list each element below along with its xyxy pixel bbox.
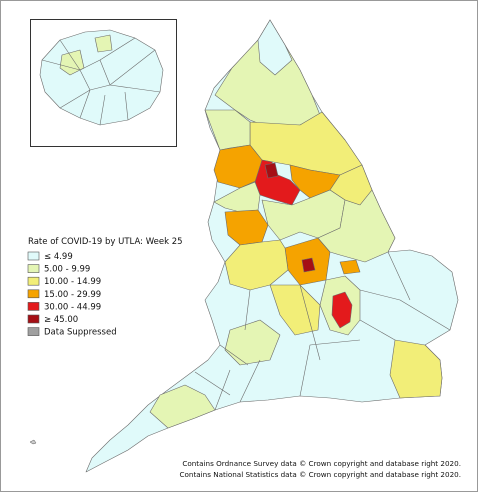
region <box>213 144 263 189</box>
legend-label: 5.00 - 9.99 <box>44 265 90 275</box>
legend-swatch <box>27 314 40 324</box>
credit-line: Contains Ordnance Survey data © Crown co… <box>182 459 461 468</box>
region <box>213 181 261 213</box>
region <box>339 259 361 275</box>
region <box>331 291 353 329</box>
region <box>59 49 85 76</box>
region <box>224 239 289 291</box>
legend-swatch <box>27 302 40 311</box>
credits: Contains Ordnance Survey data © Crown co… <box>179 459 461 479</box>
legend-swatch <box>27 276 40 286</box>
legend-swatch <box>27 327 40 336</box>
legend-label: ≤ 4.99 <box>44 252 73 262</box>
region <box>317 189 396 263</box>
legend-label: 10.00 - 14.99 <box>44 277 101 287</box>
legend-swatch <box>27 264 40 273</box>
legend-label: 15.00 - 29.99 <box>44 290 101 300</box>
boundaries <box>194 251 451 411</box>
region <box>149 384 216 429</box>
region <box>264 162 279 179</box>
credit-line: Contains National Statistics data © Crow… <box>179 470 461 479</box>
region <box>94 34 113 53</box>
legend-label: Data Suppressed <box>44 328 117 338</box>
region <box>257 19 293 76</box>
legend-title: Rate of COVID-19 by UTLA: Week 25 <box>28 237 183 247</box>
region <box>301 257 316 273</box>
region <box>224 319 281 366</box>
legend: Rate of COVID-19 by UTLA: Week 25 ≤ 4.99… <box>27 237 183 338</box>
scilly <box>29 439 37 445</box>
region <box>389 339 443 399</box>
legend-label: 30.00 - 44.99 <box>44 302 101 312</box>
legend-swatch <box>27 251 40 261</box>
boundaries <box>41 37 161 126</box>
legend-swatch <box>27 289 40 299</box>
legend-label: ≥ 45.00 <box>44 315 78 325</box>
